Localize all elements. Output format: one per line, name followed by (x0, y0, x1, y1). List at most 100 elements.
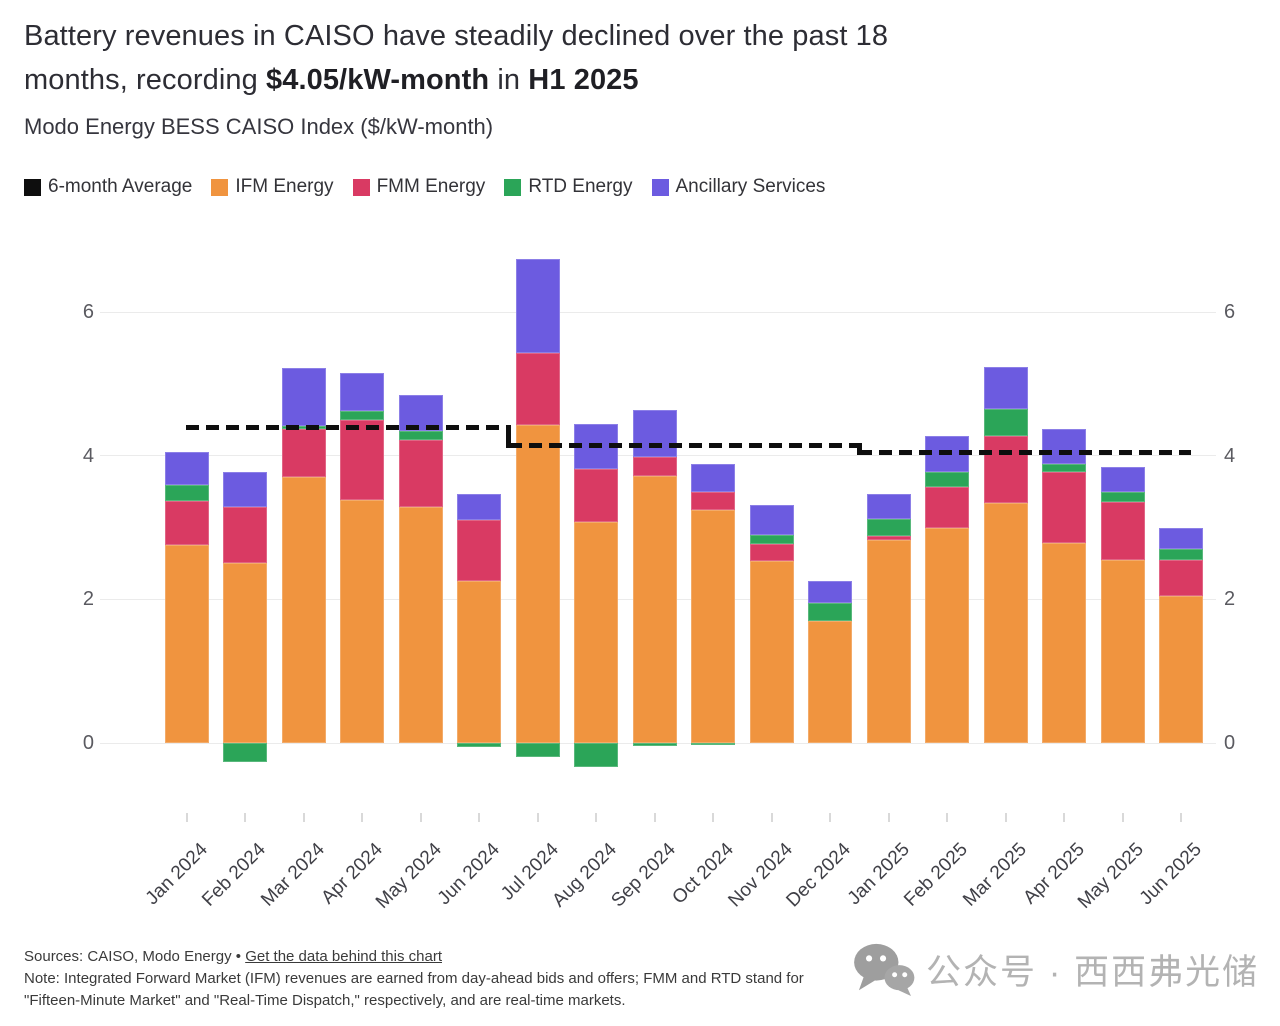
title-highlight-period: H1 2025 (528, 64, 639, 96)
bar-segment-ifm-energy (281, 477, 326, 743)
bar-segment-fmm-energy (983, 436, 1028, 504)
y-axis-label-right: 2 (1224, 588, 1236, 611)
bar-segment-ancillary-services (866, 493, 911, 519)
bar-segment-fmm-energy (165, 501, 209, 545)
title-highlight-value: $4.05/kW-month (265, 64, 490, 96)
average-line-step (506, 425, 512, 449)
bar-segment-ancillary-services (632, 409, 677, 458)
x-tick (361, 813, 364, 822)
bar-segment-ancillary-services (223, 471, 268, 507)
x-tick (419, 813, 422, 822)
bar-segment-fmm-energy (281, 428, 326, 478)
bar-segment-rtd-energy (398, 431, 443, 440)
bar-segment-ancillary-services (340, 372, 385, 412)
bar-segment-rtd-energy (808, 602, 853, 621)
bar-segment-fmm-energy (223, 506, 268, 563)
bar-segment-ifm-energy (983, 503, 1028, 743)
bar-segment-ancillary-services (808, 581, 853, 603)
x-tick (887, 813, 890, 822)
average-line-segment (186, 425, 509, 431)
x-tick (244, 813, 247, 822)
legend-label: Ancillary Services (675, 176, 826, 197)
bar-segment-rtd-energy (1158, 549, 1203, 560)
bar-segment-fmm-energy (1042, 471, 1087, 544)
legend-item: 6-month Average (24, 176, 192, 198)
average-line-segment (508, 443, 860, 449)
bar-segment-fmm-energy (515, 353, 560, 425)
bar-segment-ifm-energy (340, 500, 385, 743)
bar-segment-rtd-energy (749, 535, 794, 545)
bar-segment-ifm-energy (223, 562, 268, 743)
bar-segment-ifm-energy (574, 521, 619, 743)
sources-line: Sources: CAISO, Modo Energy • Get the da… (24, 946, 804, 968)
title-line-1: Battery revenues in CAISO have steadily … (24, 20, 889, 52)
bar-segment-ifm-energy (1042, 543, 1087, 743)
bar-segment-ifm-energy (749, 561, 794, 743)
bar-segment-ancillary-services (281, 368, 326, 427)
x-tick (302, 813, 305, 822)
average-line-step (856, 443, 862, 455)
bar-segment-ancillary-services (165, 452, 209, 486)
bar-segment-ifm-energy (808, 620, 853, 743)
legend-item: IFM Energy (211, 176, 334, 198)
bar-segment-rtd-energy (457, 743, 502, 747)
y-axis-label-left: 6 (82, 301, 94, 324)
bar-segment-fmm-energy (398, 440, 443, 507)
bar-segment-ancillary-services (1042, 428, 1087, 465)
legend-item: FMM Energy (352, 176, 486, 198)
bar-segment-ifm-energy (515, 424, 560, 743)
bar-segment-ancillary-services (515, 259, 560, 354)
bar-segment-ifm-energy (1100, 559, 1145, 743)
bar-segment-ifm-energy (165, 544, 209, 743)
x-tick (478, 813, 481, 822)
legend-swatch (352, 178, 370, 196)
x-tick (946, 813, 949, 822)
y-axis-label-left: 0 (82, 732, 94, 754)
bar-segment-fmm-energy (691, 492, 736, 510)
bar-segment-fmm-energy (457, 519, 502, 582)
page-title: Battery revenues in CAISO have steadily … (24, 14, 1204, 102)
bar-segment-rtd-energy (866, 518, 911, 537)
sources-text: Sources: CAISO, Modo Energy • (24, 948, 246, 965)
bar-segment-rtd-energy (574, 743, 619, 768)
watermark-text: 公众号 · 西西弗光储 (926, 952, 1260, 992)
bar-segment-ifm-energy (925, 528, 970, 743)
data-link[interactable]: Get the data behind this chart (245, 948, 442, 965)
bar-segment-ancillary-services (1158, 527, 1203, 550)
legend-swatch (24, 178, 41, 196)
bar-segment-fmm-energy (632, 457, 677, 476)
y-axis-label-right: 4 (1224, 444, 1236, 467)
bar-segment-rtd-energy (223, 743, 268, 762)
bar-segment-ifm-energy (691, 509, 736, 743)
legend-label: RTD Energy (528, 176, 633, 197)
y-gridline (100, 311, 1216, 313)
y-axis-label-left: 4 (82, 444, 94, 467)
legend: 6-month Average IFM Energy FMM Energy RTD E… (24, 176, 825, 198)
bar-segment-ancillary-services (749, 505, 794, 536)
bar-segment-ifm-energy (398, 506, 443, 743)
bar-segment-ifm-energy (632, 475, 677, 743)
x-tick (186, 813, 188, 822)
x-tick (536, 813, 539, 822)
bar-segment-ifm-energy (866, 539, 911, 743)
bar-segment-rtd-energy (515, 743, 560, 757)
bar-segment-fmm-energy (866, 536, 911, 540)
x-tick (1004, 813, 1007, 822)
legend-label: 6-month Average (48, 176, 193, 197)
bar-segment-rtd-energy (1100, 492, 1145, 503)
bar-segment-fmm-energy (340, 419, 385, 501)
bar-segment-fmm-energy (925, 486, 970, 529)
x-tick (653, 813, 656, 822)
bar-segment-rtd-energy (1042, 464, 1087, 472)
bar-segment-rtd-energy (983, 409, 1028, 437)
bar-segment-fmm-energy (749, 544, 794, 562)
bar-segment-rtd-energy (632, 743, 677, 746)
bar-segment-ancillary-services (691, 463, 736, 493)
legend-label: FMM Energy (376, 176, 486, 197)
bar-segment-rtd-energy (165, 485, 209, 502)
footer: Sources: CAISO, Modo Energy • Get the da… (24, 946, 804, 1012)
bar-segment-ancillary-services (457, 493, 502, 520)
wechat-icon (854, 943, 915, 996)
bar-segment-fmm-energy (574, 469, 619, 522)
